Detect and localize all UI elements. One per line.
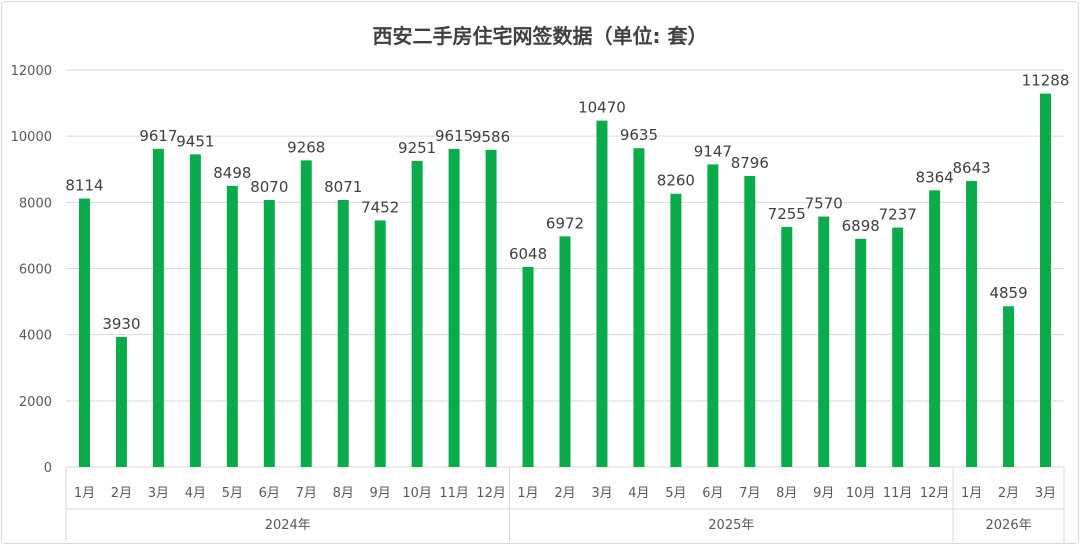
x-tick-label: 3月 <box>1035 486 1056 501</box>
x-tick-label: 9月 <box>813 486 834 501</box>
data-label: 8796 <box>731 154 769 172</box>
bar <box>448 148 460 467</box>
data-label: 9147 <box>694 142 732 160</box>
data-label: 8643 <box>952 159 990 177</box>
bar <box>115 336 127 467</box>
x-tick-label: 8月 <box>333 486 354 501</box>
bar <box>337 199 349 467</box>
x-tick-label: 10月 <box>402 486 432 501</box>
x-tick-label: 6月 <box>702 486 723 501</box>
bar <box>226 185 238 467</box>
bar <box>411 160 423 467</box>
data-label: 6972 <box>546 214 584 232</box>
x-tick-label: 3月 <box>591 486 612 501</box>
bar <box>818 216 830 467</box>
data-label: 8070 <box>250 178 288 196</box>
y-tick-label: 6000 <box>19 263 52 278</box>
x-tick-label: 1月 <box>74 486 95 501</box>
bar <box>263 200 275 467</box>
data-label: 9586 <box>472 128 510 146</box>
data-label: 7570 <box>805 195 843 213</box>
x-tick-label: 10月 <box>846 486 876 501</box>
bar <box>781 226 793 467</box>
data-label: 9635 <box>620 126 658 144</box>
data-label: 8071 <box>324 178 362 196</box>
x-tick-label: 8月 <box>776 486 797 501</box>
data-label: 7237 <box>879 206 917 224</box>
bar <box>633 148 645 468</box>
bar <box>596 120 608 468</box>
data-label: 11288 <box>1022 72 1070 90</box>
bar <box>78 198 90 467</box>
y-tick-label: 12000 <box>11 64 52 79</box>
y-tick-label: 0 <box>44 461 52 476</box>
data-label: 3930 <box>102 315 140 333</box>
x-tick-label: 12月 <box>476 486 506 501</box>
bar <box>189 154 201 468</box>
x-tick-label: 2月 <box>111 486 132 501</box>
y-tick-label: 4000 <box>19 329 52 344</box>
x-tick-label: 4月 <box>185 486 206 501</box>
data-label: 8114 <box>65 177 103 195</box>
x-tick-label: 11月 <box>439 486 469 501</box>
x-tick-label: 5月 <box>665 486 686 501</box>
x-group-label: 2026年 <box>986 518 1032 533</box>
bar <box>1040 93 1052 468</box>
data-label: 10470 <box>578 99 626 117</box>
x-group-label: 2024年 <box>265 518 311 533</box>
bar <box>152 148 164 467</box>
data-label: 8260 <box>657 172 695 190</box>
bar <box>559 236 571 467</box>
y-tick-label: 10000 <box>11 130 52 145</box>
y-tick-label: 2000 <box>19 395 52 410</box>
bar <box>300 160 312 467</box>
data-label: 9451 <box>176 132 214 150</box>
x-tick-label: 7月 <box>296 486 317 501</box>
x-group-label: 2025年 <box>708 518 754 533</box>
data-label: 9617 <box>139 127 177 145</box>
x-tick-label: 2月 <box>554 486 575 501</box>
bar <box>374 220 386 467</box>
bar <box>929 190 941 467</box>
data-label: 9615 <box>435 127 473 145</box>
x-tick-label: 9月 <box>370 486 391 501</box>
y-tick-label: 8000 <box>19 196 52 211</box>
x-tick-label: 12月 <box>920 486 950 501</box>
bar <box>707 164 719 467</box>
data-label: 8498 <box>213 164 251 182</box>
bar <box>522 266 534 467</box>
data-label: 9251 <box>398 139 436 157</box>
x-tick-label: 2月 <box>998 486 1019 501</box>
data-label: 8364 <box>916 168 954 186</box>
data-label: 7452 <box>361 198 399 216</box>
x-tick-label: 3月 <box>148 486 169 501</box>
x-tick-label: 4月 <box>628 486 649 501</box>
x-tick-label: 6月 <box>259 486 280 501</box>
bar <box>485 149 497 467</box>
data-label: 4859 <box>989 284 1027 302</box>
data-label: 9268 <box>287 138 325 156</box>
chart-title: 西安二手房住宅网签数据（单位: 套） <box>372 24 708 48</box>
bar <box>966 181 978 468</box>
bar <box>744 175 756 467</box>
x-tick-label: 1月 <box>517 486 538 501</box>
x-tick-label: 11月 <box>883 486 913 501</box>
data-label: 6048 <box>509 245 547 263</box>
x-tick-label: 7月 <box>739 486 760 501</box>
bar <box>855 238 867 467</box>
bar <box>1003 306 1015 467</box>
bar <box>670 193 682 467</box>
x-tick-label: 1月 <box>961 486 982 501</box>
bar <box>892 227 904 467</box>
data-label: 7255 <box>768 205 806 223</box>
data-label: 6898 <box>842 217 880 235</box>
x-tick-label: 5月 <box>222 486 243 501</box>
